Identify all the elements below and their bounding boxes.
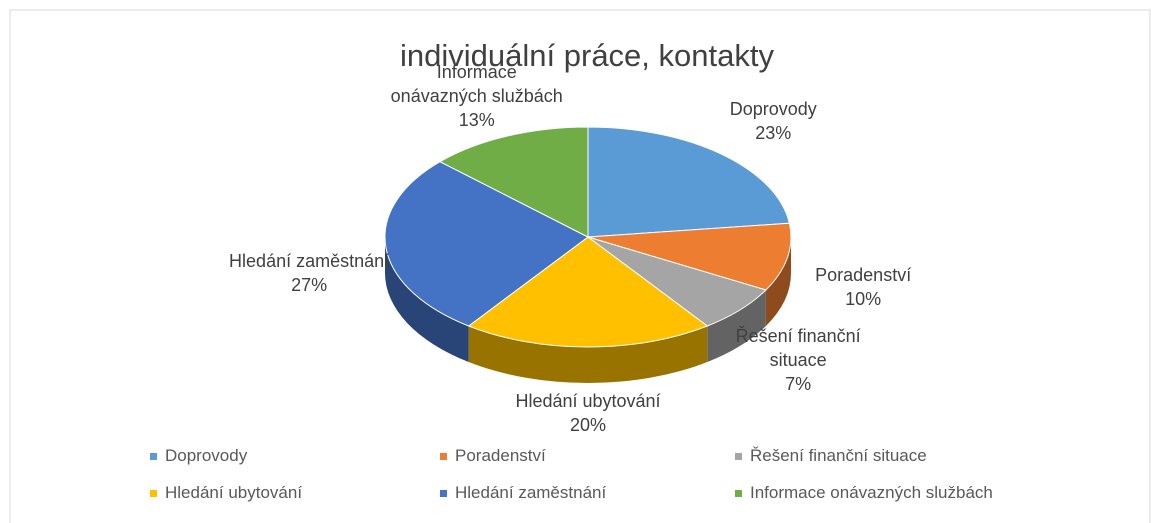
- data-label-value: 20%: [569, 414, 607, 435]
- legend-swatch: [150, 489, 157, 497]
- data-label: Poradenství 10%: [815, 263, 911, 311]
- slice-side: [707, 289, 766, 362]
- legend-item: Řešení finanční situace: [735, 446, 927, 466]
- legend-item: Doprovody: [150, 446, 247, 466]
- legend-label: Hledání zaměstnání: [455, 483, 607, 502]
- pie-slice: [587, 222, 792, 291]
- data-label: Hledání zaměstnání 27%: [229, 249, 389, 297]
- legend-item: Informace onávazných službách: [735, 483, 993, 503]
- legend-label: Informace onávazných službách: [750, 483, 993, 502]
- data-label-name: Poradenství: [815, 265, 912, 286]
- legend-label: Doprovody: [165, 446, 248, 465]
- legend-swatch: [150, 452, 157, 460]
- slice-side: [765, 237, 791, 326]
- data-label-value: 27%: [291, 275, 328, 296]
- data-label-value: 10%: [845, 289, 882, 310]
- legend-swatch: [735, 452, 742, 460]
- legend-label: Poradenství: [455, 446, 546, 465]
- legend-item: Poradenství: [440, 446, 546, 466]
- chart-title: individuální práce, kontakty: [400, 38, 774, 73]
- data-label-name: Hledání ubytování: [515, 390, 661, 411]
- legend-item: Hledání ubytování: [150, 483, 302, 503]
- legend-swatch: [440, 489, 447, 497]
- data-label: Řešení finanční situace 7%: [709, 324, 887, 396]
- slice-side: [385, 237, 469, 362]
- data-label: Doprovody 23%: [730, 97, 817, 145]
- data-label-name: Hledání zaměstnání: [229, 251, 390, 272]
- data-label-name: Řešení finanční situace: [735, 326, 861, 371]
- pie-slice: [438, 126, 589, 238]
- legend-label: Řešení finanční situace: [750, 446, 927, 465]
- data-label: Hledání ubytování 20%: [515, 389, 660, 437]
- pie-slice: [467, 236, 709, 348]
- pie-slice: [587, 126, 791, 238]
- legend-swatch: [735, 489, 742, 497]
- data-label-value: 7%: [785, 374, 812, 395]
- pie-slice: [384, 161, 589, 327]
- legend-swatch: [440, 452, 447, 460]
- data-label-value: 23%: [755, 123, 792, 144]
- data-label: Informace onávazných službách 13%: [388, 60, 566, 132]
- slice-side: [468, 325, 708, 383]
- data-label-name: Doprovody: [729, 99, 817, 120]
- legend-item: Hledání zaměstnání: [440, 483, 606, 503]
- data-label-value: 13%: [458, 109, 495, 130]
- legend-label: Hledání ubytování: [165, 483, 303, 502]
- data-label-name: Informace onávazných službách: [390, 61, 563, 106]
